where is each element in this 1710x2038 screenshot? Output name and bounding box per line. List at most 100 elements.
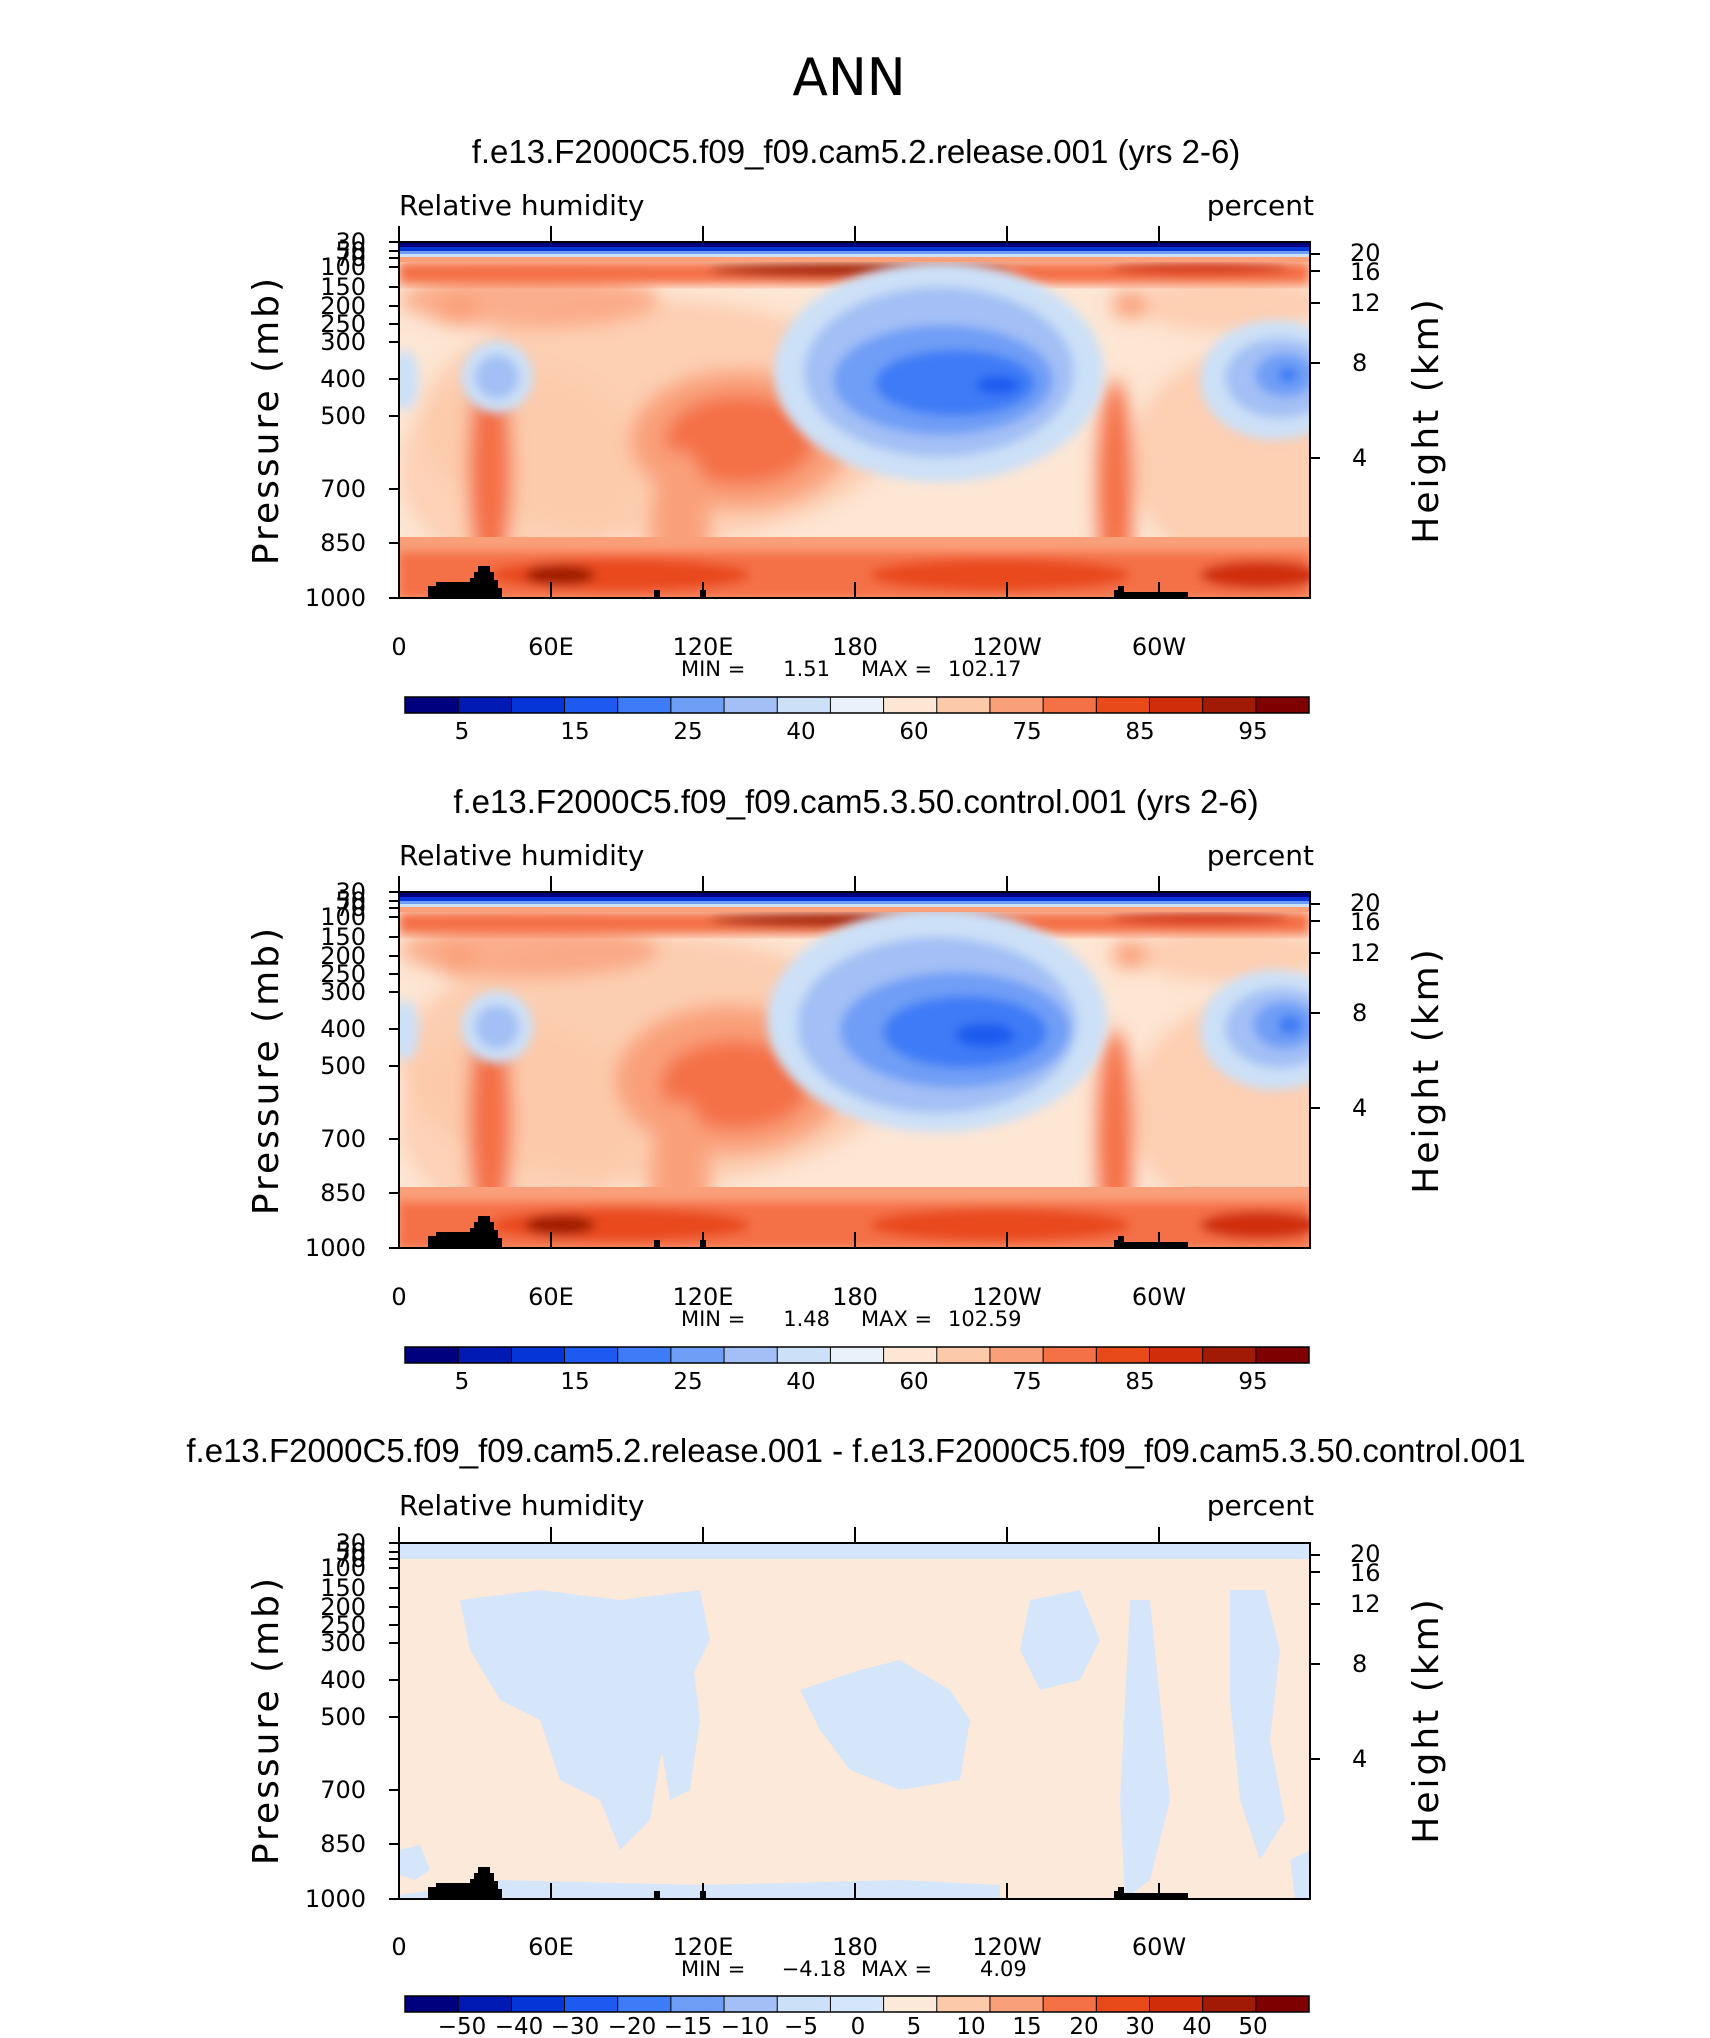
colorbar-swatch <box>564 1996 619 2012</box>
colorbar-swatch <box>1149 1347 1204 1363</box>
min-label: MIN = <box>681 1307 745 1331</box>
colorbar-label: 25 <box>673 1369 702 1395</box>
colorbar-swatch <box>1096 697 1150 713</box>
y-axis-label: Pressure (mb) <box>246 1575 287 1865</box>
colorbar-label: −30 <box>551 2014 600 2038</box>
variable-label: Relative humidity <box>399 839 644 872</box>
svg-text:120W: 120W <box>972 1933 1042 1961</box>
panel-3: f.e13.F2000C5.f09_f09.cam5.2.release.001… <box>186 1432 1525 2038</box>
svg-text:120E: 120E <box>673 1283 734 1311</box>
svg-text:700: 700 <box>320 1776 366 1804</box>
svg-text:500: 500 <box>320 402 366 430</box>
colorbar-swatch <box>1149 1996 1204 2012</box>
svg-text:180: 180 <box>832 1283 878 1311</box>
svg-text:180: 180 <box>832 633 878 661</box>
colorbar-swatch <box>458 697 512 713</box>
colorbar <box>404 1346 1310 1364</box>
svg-text:60E: 60E <box>528 1933 574 1961</box>
y-axis-ticks <box>389 241 399 599</box>
colorbar-label: 5 <box>455 1369 470 1395</box>
min-label: MIN = <box>681 1957 745 1981</box>
contour-field <box>399 892 1310 1248</box>
contour-field <box>399 1543 1310 1899</box>
colorbar-labels: −50 −40 −30 −20 −15 −10 −5 0 5 10 15 20 … <box>438 2014 1268 2038</box>
colorbar-label: 30 <box>1125 2014 1154 2038</box>
svg-text:700: 700 <box>320 475 366 503</box>
right-axis-ticks <box>1310 253 1320 459</box>
colorbar-label: 75 <box>1012 719 1041 745</box>
colorbar-swatch <box>883 1996 938 2012</box>
max-label: MAX = <box>861 1307 932 1331</box>
colorbar-swatch <box>989 697 1044 713</box>
svg-text:100: 100 <box>320 1554 366 1582</box>
svg-text:60E: 60E <box>528 1283 574 1311</box>
svg-text:400: 400 <box>320 365 366 393</box>
svg-text:500: 500 <box>320 1703 366 1731</box>
colorbar-swatch <box>564 1347 619 1363</box>
colorbar-label: 95 <box>1238 1369 1267 1395</box>
colorbar-label: −15 <box>664 2014 713 2038</box>
colorbar-swatch <box>883 697 938 713</box>
colorbar-swatch <box>511 697 566 713</box>
svg-text:850: 850 <box>320 1179 366 1207</box>
svg-text:850: 850 <box>320 529 366 557</box>
units-label: percent <box>1207 1489 1314 1522</box>
colorbar-swatch <box>936 1347 991 1363</box>
colorbar-swatch <box>670 1347 725 1363</box>
colorbar-label: 15 <box>560 719 589 745</box>
colorbar-swatch <box>1096 1347 1150 1363</box>
right-axis-label: Height (km) <box>1406 946 1447 1193</box>
colorbar-label: −5 <box>784 2014 818 2038</box>
colorbar-swatch <box>511 1347 566 1363</box>
svg-text:60E: 60E <box>528 633 574 661</box>
panel-2: f.e13.F2000C5.f09_f09.cam5.3.50.control.… <box>246 783 1447 1395</box>
colorbar-swatch <box>617 697 672 713</box>
colorbar-label: 85 <box>1125 1369 1154 1395</box>
colorbar-label: −40 <box>495 2014 544 2038</box>
colorbar-label: 95 <box>1238 719 1267 745</box>
colorbar-swatch <box>670 697 725 713</box>
colorbar-label: 60 <box>899 719 928 745</box>
svg-text:8: 8 <box>1352 349 1367 377</box>
colorbar-swatch <box>989 1996 1044 2012</box>
max-value: 102.59 <box>948 1307 1021 1331</box>
max-value: 4.09 <box>980 1957 1027 1981</box>
svg-text:30: 30 <box>335 228 366 256</box>
colorbar-swatch <box>777 1996 831 2012</box>
svg-text:4: 4 <box>1352 1745 1367 1773</box>
svg-text:150: 150 <box>320 1574 366 1602</box>
colorbar-swatch <box>458 1996 512 2012</box>
colorbar-swatch <box>724 1347 778 1363</box>
case-title: f.e13.F2000C5.f09_f09.cam5.3.50.control.… <box>453 783 1258 820</box>
colorbar-swatch <box>617 1996 672 2012</box>
colorbar-swatch <box>830 697 885 713</box>
y-axis-label: Pressure (mb) <box>246 275 287 565</box>
colorbar-swatch <box>777 697 831 713</box>
svg-text:0: 0 <box>391 633 406 661</box>
colorbar-swatch <box>405 1347 459 1363</box>
colorbar-swatch <box>405 697 459 713</box>
colorbar-label: −20 <box>608 2014 657 2038</box>
colorbar-frame <box>404 696 1310 714</box>
max-label: MAX = <box>861 1957 932 1981</box>
svg-text:150: 150 <box>320 273 366 301</box>
colorbar-swatch <box>1255 1996 1310 2012</box>
svg-text:12: 12 <box>1350 1590 1381 1618</box>
svg-text:16: 16 <box>1350 258 1381 286</box>
svg-text:850: 850 <box>320 1830 366 1858</box>
svg-text:200: 200 <box>320 942 366 970</box>
max-value: 102.17 <box>948 657 1021 681</box>
colorbar-label: 60 <box>899 1369 928 1395</box>
svg-text:70: 70 <box>335 894 366 922</box>
svg-text:1000: 1000 <box>305 1234 366 1262</box>
svg-text:0: 0 <box>391 1283 406 1311</box>
figure-title: ANN <box>792 48 905 108</box>
svg-text:100: 100 <box>320 903 366 931</box>
case-title: f.e13.F2000C5.f09_f09.cam5.2.release.001… <box>472 133 1241 170</box>
svg-text:70: 70 <box>335 1545 366 1573</box>
colorbar-swatch <box>777 1347 831 1363</box>
colorbar-label: 75 <box>1012 1369 1041 1395</box>
svg-text:60W: 60W <box>1132 633 1186 661</box>
colorbar-swatch <box>1096 1996 1150 2012</box>
